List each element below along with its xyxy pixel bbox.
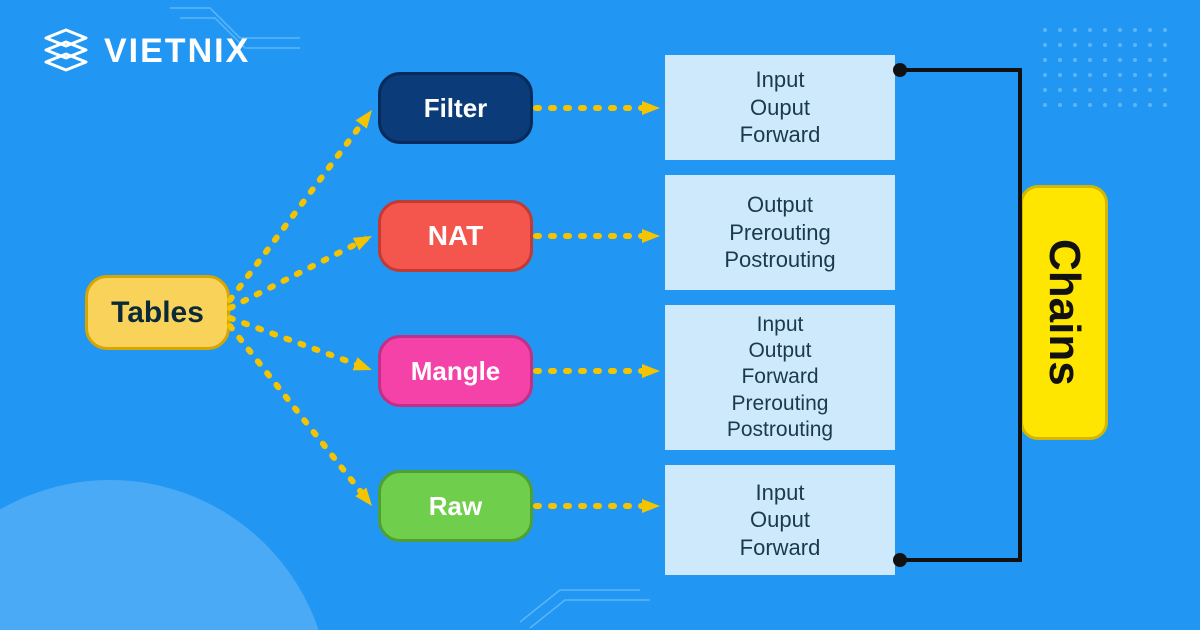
chain-line: Postrouting (727, 417, 833, 443)
chain-line: Forward (740, 121, 821, 149)
chain-line: Prerouting (732, 391, 829, 417)
table-pill: NAT (378, 200, 533, 272)
chains-pill: Chains (1020, 185, 1108, 440)
diagram-canvas: VIETNIX Tables FilterNATMangleRaw InputO… (0, 0, 1200, 630)
chain-box: InputOutputForwardPreroutingPostrouting (665, 305, 895, 450)
logo-icon (40, 28, 92, 74)
table-pill: Filter (378, 72, 533, 144)
chain-line: Ouput (750, 94, 810, 122)
chain-line: Input (756, 66, 805, 94)
logo-text: VIETNIX (104, 32, 250, 71)
chain-line: Forward (741, 364, 818, 390)
brand-logo: VIETNIX (40, 28, 250, 74)
chain-line: Input (756, 479, 805, 507)
chains-label: Chains (1039, 239, 1089, 386)
root-tables-label: Tables (111, 296, 204, 330)
chain-line: Ouput (750, 506, 810, 534)
chain-box: InputOuputForward (665, 55, 895, 160)
chain-box: InputOuputForward (665, 465, 895, 575)
chain-line: Prerouting (729, 219, 831, 247)
root-tables-pill: Tables (85, 275, 230, 350)
decor-circle (0, 480, 330, 630)
table-pill: Raw (378, 470, 533, 542)
chain-line: Forward (740, 534, 821, 562)
chain-line: Postrouting (724, 246, 835, 274)
chain-box: OutputPreroutingPostrouting (665, 175, 895, 290)
table-pill: Mangle (378, 335, 533, 407)
chain-line: Output (747, 191, 813, 219)
chain-line: Output (748, 338, 811, 364)
chain-line: Input (757, 312, 804, 338)
